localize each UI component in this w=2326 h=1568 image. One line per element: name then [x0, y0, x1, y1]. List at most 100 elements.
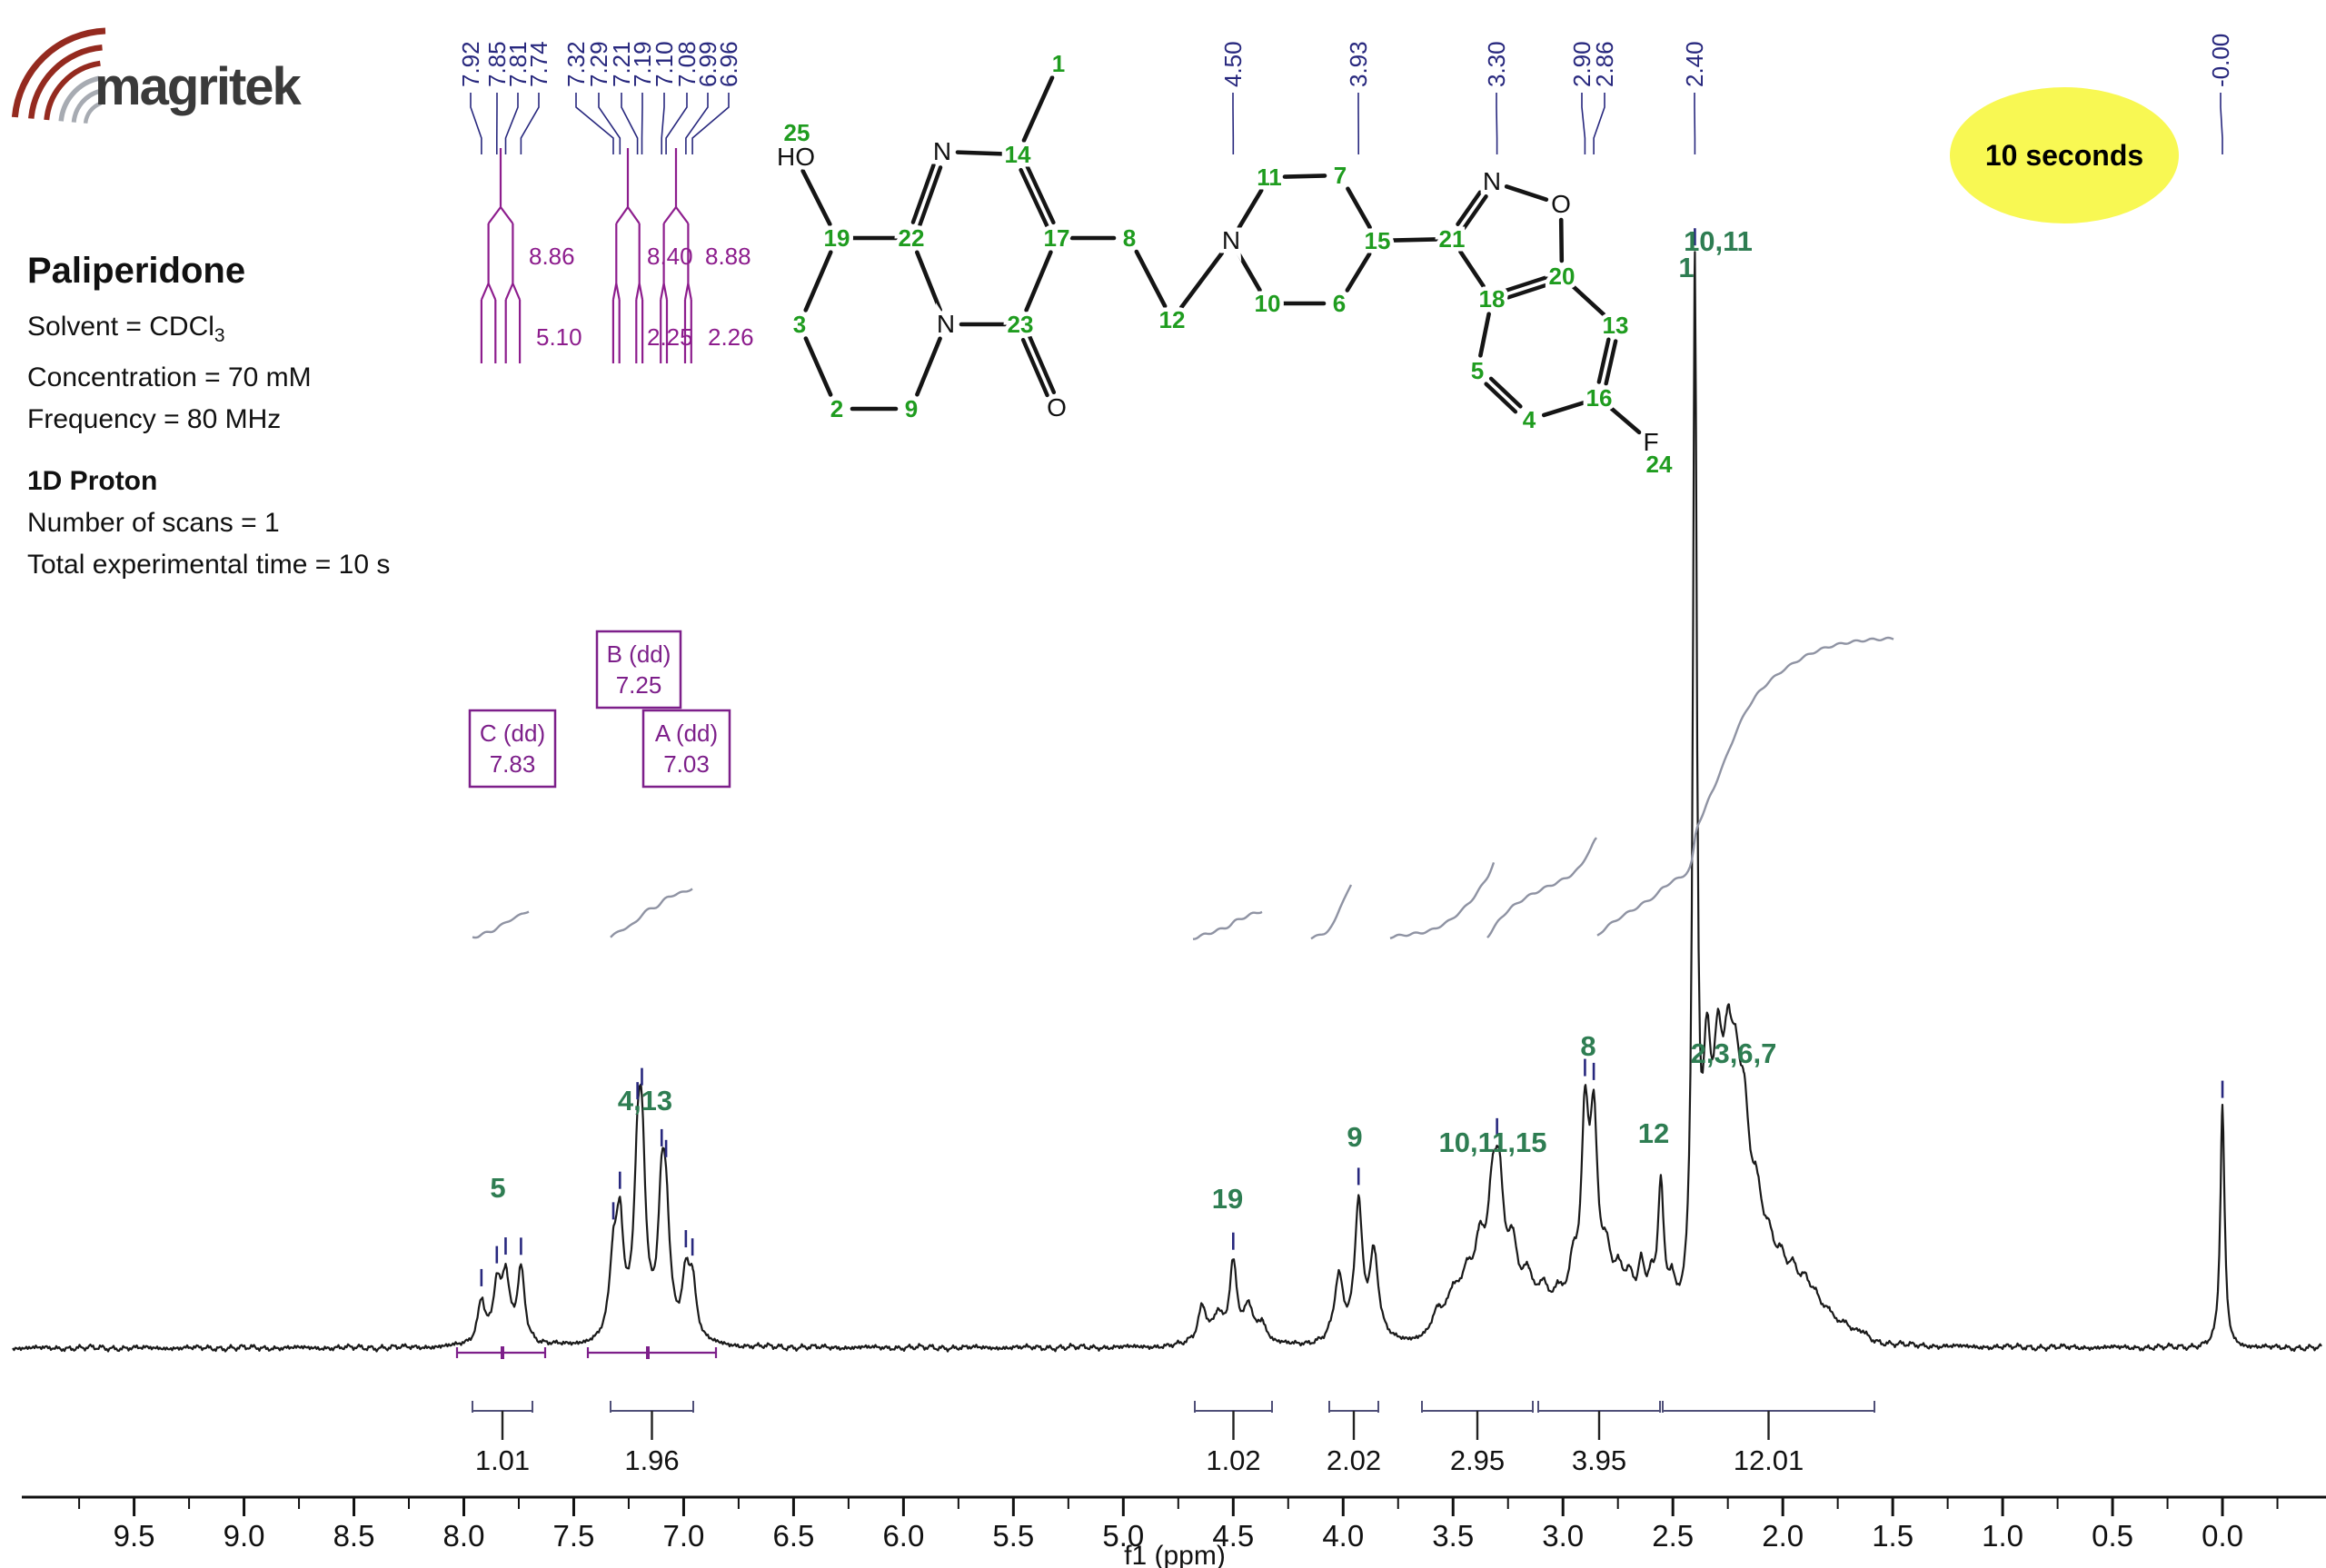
peak-leader-line	[520, 93, 540, 154]
structure-atom-number: 21	[1439, 225, 1466, 253]
integral-value: 3.95	[1572, 1444, 1626, 1476]
structure-bond	[1237, 188, 1264, 230]
integral-bracket-group: 1.01 1.96 1.02 2.02 2.95 3.95 12.01	[472, 1401, 1875, 1476]
structure-atom-number: 2	[830, 395, 843, 422]
structure-bond	[1604, 339, 1618, 386]
annotation-box: B (dd) 7.25	[595, 630, 682, 710]
structure-bond	[1025, 164, 1056, 225]
peak-label: 3.30	[1483, 41, 1510, 87]
peak-label: 3.93	[1345, 41, 1372, 87]
structure-atom-number: 10	[1255, 290, 1281, 317]
integral-curve-group	[472, 636, 1894, 940]
peak-leader-line	[665, 93, 688, 154]
peak-label: 7.85	[483, 41, 511, 87]
structure-bond	[1019, 167, 1049, 228]
peak-leader-line	[504, 93, 519, 154]
peak-leader-line	[2220, 93, 2223, 154]
peak-label: 7.29	[585, 41, 612, 87]
coupling-tree-branch	[611, 283, 618, 301]
annotation-box-shift: 7.83	[490, 750, 536, 778]
structure-bond	[915, 250, 942, 313]
assignment-label: 1	[1678, 252, 1694, 283]
structure-atom-number: 19	[824, 224, 850, 252]
integral-value: 1.02	[1206, 1444, 1260, 1476]
coupling-constant-value: 8.88	[705, 243, 751, 270]
coupling-tree: 8.402.25	[611, 148, 693, 363]
coupling-tree-branch	[500, 206, 514, 224]
coupling-tree-branch	[627, 206, 641, 224]
structure-atom-number: 22	[899, 224, 925, 252]
structure-bond	[1134, 249, 1168, 309]
annotation-box-shift: 7.25	[616, 671, 662, 699]
structure-bond	[1024, 250, 1053, 313]
coupling-tree-branch	[512, 283, 522, 301]
assignment-label: 12	[1638, 1117, 1669, 1149]
peak-label: 7.10	[651, 41, 678, 87]
coupling-tree-branch	[487, 283, 497, 301]
structure-atom-symbol: HO	[777, 143, 815, 171]
peak-region-group	[455, 1346, 718, 1359]
annotation-box-group: B (dd) 7.25 C (dd) 7.83 A (dd) 7.03	[468, 630, 731, 789]
solvent-subscript: 3	[214, 325, 225, 346]
coupling-constant-value: 8.86	[529, 243, 575, 270]
peak-leader-line	[691, 93, 730, 154]
badge-text: 10 seconds	[1984, 138, 2144, 172]
assignment-label-group: 5 4,13 19 9 10,11,15 8 12 2,3,6,7 10,111	[490, 225, 1776, 1215]
assignment-label: 10,11,15	[1439, 1126, 1547, 1158]
coupling-tree-branch	[635, 283, 641, 301]
structure-bond	[915, 336, 942, 397]
coupling-tree-branch	[615, 283, 621, 301]
structure-bond	[1541, 400, 1587, 418]
peak-label: 7.74	[525, 41, 552, 87]
structure-bond	[1504, 184, 1549, 202]
structure-atom-number: 25	[784, 119, 810, 146]
structure-atom-symbol: N	[933, 137, 951, 165]
structure-bond	[1484, 382, 1518, 414]
structure-bond	[803, 336, 833, 397]
integral-curve	[472, 910, 530, 939]
axis-tick-label: 6.0	[882, 1519, 924, 1553]
structure-bond	[1237, 252, 1262, 293]
structure-bond	[1458, 249, 1486, 289]
axis-tick-label: 0.5	[2092, 1519, 2133, 1553]
axis-tick-label: 3.0	[1542, 1519, 1584, 1553]
coupling-tree-branch	[480, 283, 490, 301]
assignment-label: 19	[1212, 1183, 1243, 1215]
integral-curve	[1389, 862, 1496, 939]
axis-tick-label: 8.0	[443, 1519, 485, 1553]
integral-value: 1.96	[624, 1444, 679, 1476]
annotation-box-multiplet: C (dd)	[480, 719, 545, 747]
assignment-label: 4,13	[618, 1085, 672, 1116]
integral-curve	[1486, 837, 1597, 938]
axis-title: f1 (ppm)	[1124, 1541, 1226, 1568]
structure-bond	[1178, 251, 1225, 310]
structure-atom-number: 24	[1646, 451, 1673, 478]
peak-leader-line	[1593, 93, 1605, 154]
axis-tick-label: 4.0	[1322, 1519, 1364, 1553]
time-line: Total experimental time = 10 s	[27, 550, 391, 580]
structure-bond	[910, 163, 936, 224]
coupling-constant-value: 5.10	[536, 323, 582, 351]
coupling-tree-branch	[675, 206, 690, 224]
structure-atom-number: 13	[1603, 312, 1629, 339]
annotation-box: A (dd) 7.03	[641, 709, 731, 789]
axis-tick-label: 8.5	[333, 1519, 375, 1553]
axis-tick-label: 7.0	[663, 1519, 705, 1553]
assignment-label: 5	[490, 1172, 505, 1204]
structure-bond	[800, 168, 832, 227]
structure-bond	[918, 165, 943, 227]
structure-atom-number: 1	[1052, 50, 1065, 77]
axis-tick-label: 2.0	[1762, 1519, 1804, 1553]
integral-value: 2.95	[1450, 1444, 1505, 1476]
structure-atom-number: 5	[1471, 357, 1484, 384]
coupling-tree: 8.86 5.10	[480, 148, 582, 363]
integral-curve	[1310, 884, 1353, 940]
structure-atom-number: 4	[1523, 406, 1536, 433]
peak-label: 2.40	[1681, 41, 1708, 87]
assignment-label: 9	[1347, 1121, 1362, 1153]
axis-tick-label: 5.5	[992, 1519, 1034, 1553]
peak-leader-line	[598, 93, 621, 154]
coupling-constant-value: 2.26	[708, 323, 754, 351]
